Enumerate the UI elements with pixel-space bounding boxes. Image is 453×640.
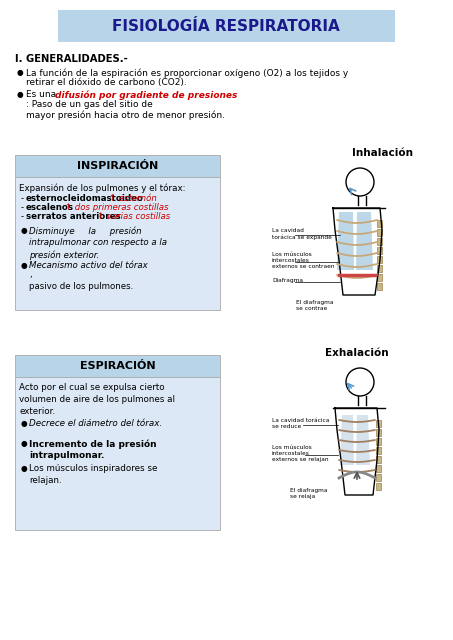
- FancyBboxPatch shape: [15, 377, 220, 530]
- Text: difusión por gradiente de presiones: difusión por gradiente de presiones: [55, 90, 237, 99]
- Text: esternocleidomastoideo: esternocleidomastoideo: [26, 194, 144, 203]
- Polygon shape: [356, 212, 373, 270]
- FancyBboxPatch shape: [376, 483, 381, 490]
- Text: Decrece el diámetro del tórax.: Decrece el diámetro del tórax.: [29, 419, 162, 428]
- FancyBboxPatch shape: [377, 283, 382, 290]
- Text: -: -: [21, 194, 27, 203]
- FancyBboxPatch shape: [377, 265, 382, 272]
- Text: Es una: Es una: [26, 90, 59, 99]
- Text: La cavidad
torácica se expande: La cavidad torácica se expande: [272, 228, 332, 240]
- Text: escalenos: escalenos: [26, 203, 74, 212]
- Text: ,
pasivo de los pulmones.: , pasivo de los pulmones.: [29, 270, 133, 291]
- Text: ●: ●: [17, 68, 24, 77]
- Text: Exhalación: Exhalación: [325, 348, 389, 358]
- Text: ↑ esternón: ↑ esternón: [106, 194, 157, 203]
- Text: La función de la espiración es proporcionar oxígeno (O2) a los tejidos y: La función de la espiración es proporcio…: [26, 68, 348, 77]
- FancyBboxPatch shape: [376, 456, 381, 463]
- Text: ↑ varias costillas: ↑ varias costillas: [94, 212, 170, 221]
- FancyBboxPatch shape: [15, 177, 220, 310]
- Text: Expansión de los pulmones y el tórax:: Expansión de los pulmones y el tórax:: [19, 183, 185, 193]
- Text: ●: ●: [21, 419, 28, 428]
- FancyBboxPatch shape: [376, 438, 381, 445]
- Text: Los músculos
intercostales
externos se contraen: Los músculos intercostales externos se c…: [272, 252, 334, 269]
- Text: I. GENERALIDADES.-: I. GENERALIDADES.-: [15, 54, 128, 64]
- Text: ●: ●: [21, 261, 28, 270]
- Text: El diafragma
se contrae: El diafragma se contrae: [296, 300, 333, 311]
- Text: Los músculos
intercostales
externos se relajan: Los músculos intercostales externos se r…: [272, 445, 328, 463]
- Text: Diafragma: Diafragma: [272, 278, 303, 283]
- FancyBboxPatch shape: [377, 238, 382, 245]
- FancyBboxPatch shape: [15, 155, 220, 177]
- Text: : Paso de un gas del sitio de: : Paso de un gas del sitio de: [26, 100, 153, 109]
- Polygon shape: [356, 415, 370, 465]
- Text: INSPIRACIÓN: INSPIRACIÓN: [77, 161, 158, 171]
- Polygon shape: [337, 212, 354, 270]
- Text: Inhalación: Inhalación: [352, 148, 413, 158]
- FancyBboxPatch shape: [377, 220, 382, 227]
- FancyBboxPatch shape: [15, 355, 220, 377]
- Text: El diafragma
se relaja: El diafragma se relaja: [290, 488, 328, 499]
- Text: ●: ●: [17, 90, 24, 99]
- Text: Mecanismo activo del tórax: Mecanismo activo del tórax: [29, 261, 148, 270]
- Text: Disminuye     la     presión
intrapulmonar con respecto a la
presión exterior.: Disminuye la presión intrapulmonar con r…: [29, 226, 167, 260]
- Text: Acto por el cual se expulsa cierto
volumen de aire de los pulmones al
exterior.: Acto por el cual se expulsa cierto volum…: [19, 383, 175, 415]
- FancyBboxPatch shape: [377, 274, 382, 281]
- FancyBboxPatch shape: [376, 474, 381, 481]
- Text: FISIOLOGÍA RESPIRATORIA: FISIOLOGÍA RESPIRATORIA: [112, 19, 340, 33]
- Text: ESPIRACIÓN: ESPIRACIÓN: [80, 361, 155, 371]
- FancyBboxPatch shape: [376, 465, 381, 472]
- Text: ↑ dos primeras costillas: ↑ dos primeras costillas: [62, 203, 169, 212]
- FancyBboxPatch shape: [376, 420, 381, 427]
- Polygon shape: [340, 415, 354, 465]
- FancyBboxPatch shape: [377, 256, 382, 263]
- Text: ●: ●: [21, 439, 28, 448]
- Text: mayor presión hacia otro de menor presión.: mayor presión hacia otro de menor presió…: [26, 110, 225, 120]
- Text: Los músculos inspiradores se
relajan.: Los músculos inspiradores se relajan.: [29, 464, 157, 485]
- FancyBboxPatch shape: [377, 229, 382, 236]
- Text: ●: ●: [21, 464, 28, 473]
- FancyBboxPatch shape: [376, 429, 381, 436]
- FancyBboxPatch shape: [58, 10, 395, 42]
- Text: -: -: [21, 212, 27, 221]
- Text: -: -: [21, 203, 27, 212]
- FancyBboxPatch shape: [376, 447, 381, 454]
- Text: serratos anteriores: serratos anteriores: [26, 212, 120, 221]
- Text: ●: ●: [21, 226, 28, 235]
- Text: Incremento de la presión
intrapulmonar.: Incremento de la presión intrapulmonar.: [29, 439, 157, 460]
- FancyBboxPatch shape: [377, 247, 382, 254]
- Text: La cavidad torácica
se reduce: La cavidad torácica se reduce: [272, 418, 329, 429]
- Text: retirar el dióxido de carbono (CO2).: retirar el dióxido de carbono (CO2).: [26, 78, 187, 87]
